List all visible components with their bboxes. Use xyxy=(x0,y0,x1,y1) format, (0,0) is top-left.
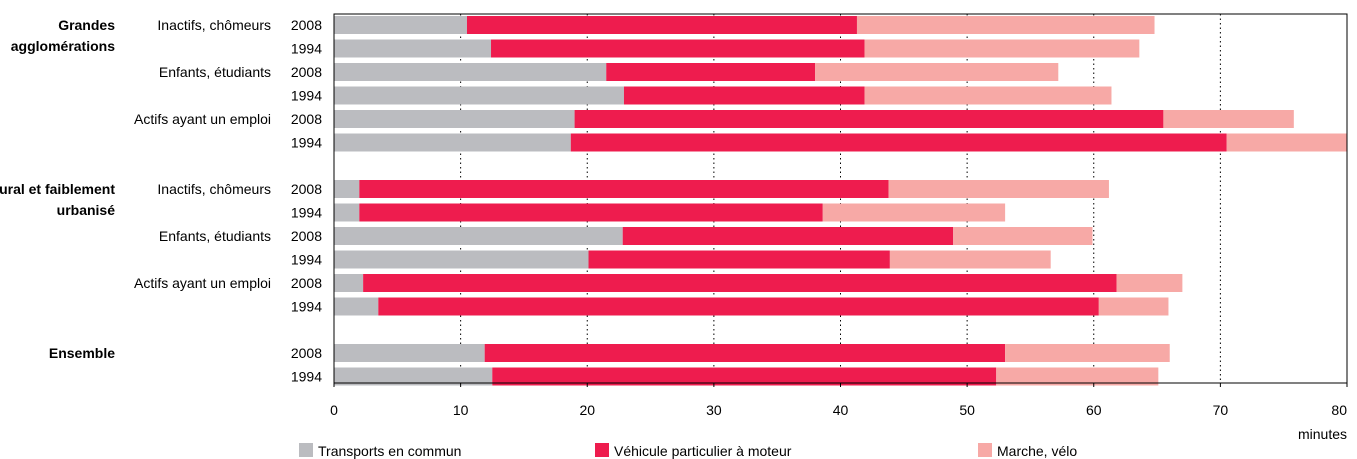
bar-segment xyxy=(822,203,1006,222)
category-label: Actifs ayant un emploi xyxy=(134,111,271,127)
year-label: 1994 xyxy=(291,252,322,268)
bar-segment xyxy=(334,86,624,105)
x-tick-label: 40 xyxy=(833,402,849,418)
legend-label: Marche, vélo xyxy=(997,443,1077,459)
year-label: 2008 xyxy=(291,181,322,197)
group-label: Grandes xyxy=(58,17,115,33)
category-label: Actifs ayant un emploi xyxy=(134,275,271,291)
bar-segment xyxy=(889,250,1051,269)
bar-segment xyxy=(378,297,1099,316)
legend-label: Transports en commun xyxy=(318,443,461,459)
x-tick-label: 0 xyxy=(330,402,338,418)
year-label: 1994 xyxy=(291,299,322,315)
bar-segment xyxy=(492,367,997,386)
bar-segment xyxy=(334,344,485,362)
bar-segment xyxy=(359,180,889,198)
category-label: Inactifs, chômeurs xyxy=(157,181,271,197)
bar-segment xyxy=(466,16,857,34)
bar-segment xyxy=(1098,297,1169,316)
group-label: Rural et faiblement xyxy=(0,181,115,197)
bar-segment xyxy=(334,133,571,152)
bar-segment xyxy=(888,180,1109,198)
gridlines xyxy=(460,14,1221,383)
x-tick-label: 30 xyxy=(706,402,722,418)
bar-segment xyxy=(623,86,865,105)
x-tick-label: 50 xyxy=(959,402,975,418)
x-axis-unit: minutes xyxy=(1298,426,1347,442)
bars xyxy=(334,16,1347,386)
bar-segment xyxy=(864,39,1140,58)
bar-segment xyxy=(334,274,364,292)
bar-segment xyxy=(334,110,575,128)
bar-segment xyxy=(815,63,1059,81)
x-tick-label: 10 xyxy=(453,402,469,418)
x-axis: 0 10 20 30 40 50 60 70 80 minutes xyxy=(330,13,1348,442)
year-label: 1994 xyxy=(291,135,322,151)
x-tick-label: 60 xyxy=(1086,402,1102,418)
bar-segment xyxy=(334,39,492,58)
bar-segment xyxy=(953,227,1093,245)
x-tick-label: 80 xyxy=(1331,402,1347,418)
year-label: 2008 xyxy=(291,111,322,127)
bar-segment xyxy=(996,367,1159,386)
legend-swatch xyxy=(595,443,609,457)
bar-segment xyxy=(864,86,1112,105)
bar-segment xyxy=(334,180,360,198)
year-label: 1994 xyxy=(291,205,322,221)
bar-segment xyxy=(334,203,360,222)
bar-segment xyxy=(334,16,467,34)
row-labels: Grandes agglomérations Inactifs, chômeurs 2… xyxy=(0,17,322,385)
group-label: Ensemble xyxy=(49,345,115,361)
year-label: 1994 xyxy=(291,88,322,104)
year-label: 2008 xyxy=(291,64,322,80)
bar-segment xyxy=(606,63,816,81)
bar-segment xyxy=(1005,344,1170,362)
bar-segment xyxy=(363,274,1117,292)
group-label: urbanisé xyxy=(57,202,116,218)
bar-segment xyxy=(574,110,1164,128)
bar-segment xyxy=(1163,110,1294,128)
year-label: 1994 xyxy=(291,41,322,57)
bar-segment xyxy=(570,133,1227,152)
year-label: 2008 xyxy=(291,345,322,361)
bar-segment xyxy=(334,367,493,386)
year-label: 2008 xyxy=(291,228,322,244)
group-label: agglomérations xyxy=(11,38,115,54)
bar-segment xyxy=(334,63,607,81)
bar-segment xyxy=(484,344,1006,362)
legend: Transports en commun Véhicule particulier… xyxy=(299,443,1077,459)
bar-segment xyxy=(622,227,954,245)
bar-segment xyxy=(1116,274,1183,292)
year-label: 2008 xyxy=(291,17,322,33)
year-label: 2008 xyxy=(291,275,322,291)
bar-segment xyxy=(588,250,890,269)
bar-segment xyxy=(334,250,589,269)
bar-segment xyxy=(856,16,1155,34)
year-label: 1994 xyxy=(291,369,322,385)
bar-segment xyxy=(334,297,379,316)
category-label: Enfants, étudiants xyxy=(159,64,271,80)
category-label: Enfants, étudiants xyxy=(159,228,271,244)
bar-segment xyxy=(1226,133,1347,152)
x-tick-label: 20 xyxy=(579,402,595,418)
legend-swatch xyxy=(299,443,313,457)
legend-label: Véhicule particulier à moteur xyxy=(614,443,792,459)
bar-segment xyxy=(334,227,623,245)
category-label: Inactifs, chômeurs xyxy=(157,17,271,33)
x-tick-label: 70 xyxy=(1213,402,1229,418)
bar-segment xyxy=(359,203,823,222)
legend-swatch xyxy=(978,443,992,457)
bar-segment xyxy=(491,39,865,58)
